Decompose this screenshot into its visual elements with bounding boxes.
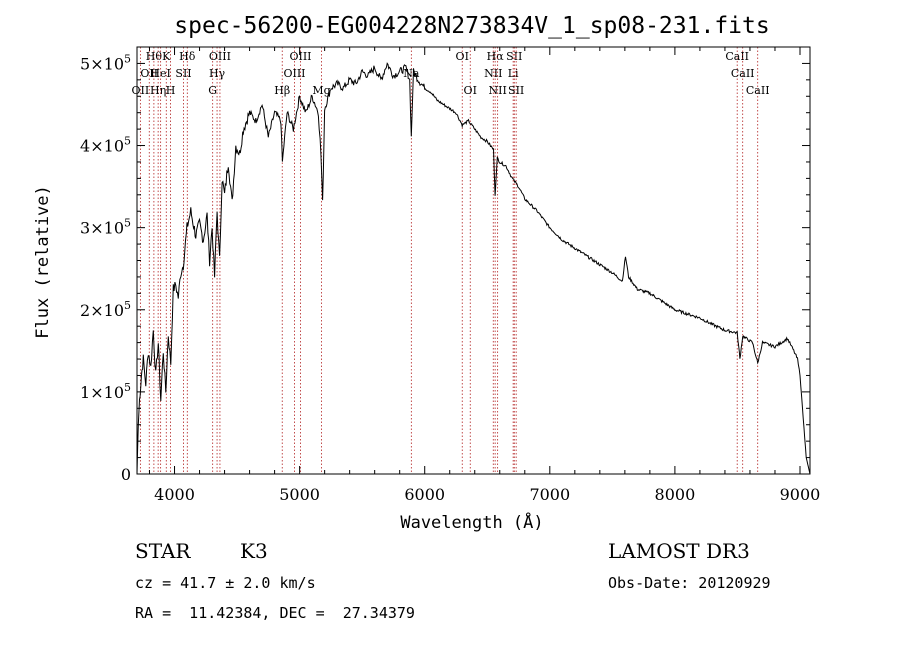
x-axis-label: Wavelength (Å) bbox=[400, 511, 543, 533]
x-tick-label: 6000 bbox=[404, 485, 445, 504]
line-label: Hα bbox=[487, 50, 505, 63]
line-label: Hδ bbox=[179, 50, 196, 63]
observation-date: Obs-Date: 20120929 bbox=[608, 574, 771, 592]
line-label: SII bbox=[506, 50, 522, 63]
y-tick-label: 0 bbox=[121, 465, 131, 484]
x-axis-ticks: 4000 5000 6000 7000 8000 9000 bbox=[149, 47, 821, 504]
coordinates-readout: RA = 11.42384, DEC = 27.34379 bbox=[135, 604, 415, 622]
line-label: OIII bbox=[209, 50, 231, 63]
line-label: Hβ bbox=[274, 84, 290, 97]
line-label: Hγ bbox=[209, 67, 226, 80]
line-label: Hθ bbox=[146, 50, 163, 63]
chart-title: spec-56200-EG004228N273834V_1_sp08-231.f… bbox=[174, 13, 769, 39]
line-label: K bbox=[162, 50, 171, 63]
line-label: CaII bbox=[731, 67, 755, 80]
spectrum-line bbox=[136, 62, 811, 475]
x-tick-label: 5000 bbox=[279, 485, 320, 504]
y-tick-label: 3×105 bbox=[80, 217, 131, 238]
line-label: OII bbox=[132, 84, 150, 97]
x-tick-label: 7000 bbox=[529, 485, 570, 504]
line-label: HeI bbox=[150, 67, 170, 80]
line-label: CaII bbox=[746, 84, 770, 97]
spectral-line-markers: OII OII Hθ Hη HeI K H SII Hδ G Hγ OIII Hβ OIII OIII Mg N… bbox=[132, 47, 770, 474]
line-label: OIII bbox=[289, 50, 311, 63]
y-tick-label: 5×105 bbox=[80, 52, 131, 73]
x-tick-label: 8000 bbox=[655, 485, 696, 504]
line-label: H bbox=[166, 84, 176, 97]
line-label: OI bbox=[456, 50, 469, 63]
line-label: OII bbox=[140, 67, 158, 80]
line-label: Mg bbox=[312, 84, 330, 97]
object-class: STAR bbox=[135, 539, 191, 563]
survey-name: LAMOST DR3 bbox=[608, 539, 750, 563]
line-label: SII bbox=[508, 84, 524, 97]
line-label: OI bbox=[464, 84, 477, 97]
object-subclass: K3 bbox=[240, 539, 268, 563]
line-label: SII bbox=[175, 67, 191, 80]
line-label: CaII bbox=[725, 50, 749, 63]
line-label: OIII bbox=[283, 67, 305, 80]
y-axis-label: Flux (relative) bbox=[33, 185, 53, 339]
plot-frame bbox=[136, 46, 811, 475]
line-label: NII bbox=[488, 84, 506, 97]
line-label: G bbox=[208, 84, 217, 97]
y-axis-ticks: 0 1×105 2×105 3×105 4×105 5×105 bbox=[80, 52, 810, 484]
line-label: Hη bbox=[150, 84, 166, 97]
line-label: Li bbox=[508, 67, 519, 80]
y-tick-label: 2×105 bbox=[80, 299, 131, 320]
redshift-readout: cz = 41.7 ± 2.0 km/s bbox=[135, 574, 316, 592]
y-tick-label: 1×105 bbox=[80, 381, 131, 402]
line-label: Na bbox=[403, 67, 420, 80]
line-label: NII bbox=[484, 67, 502, 80]
x-tick-label: 4000 bbox=[154, 485, 195, 504]
x-tick-label: 9000 bbox=[780, 485, 821, 504]
y-tick-label: 4×105 bbox=[80, 135, 131, 156]
